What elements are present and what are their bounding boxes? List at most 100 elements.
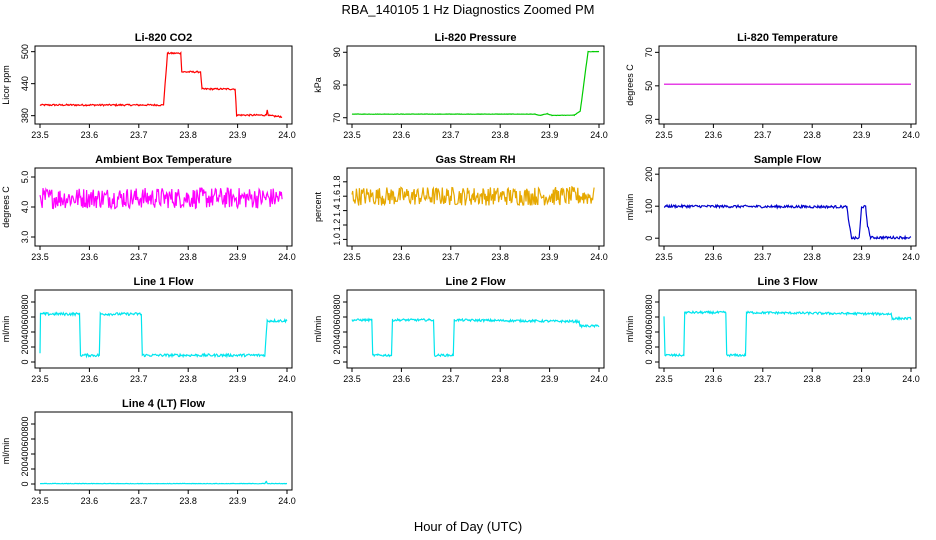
x-tick-label: 24.0 (902, 252, 920, 262)
chart-panel-7: Line 1 Flow 23.5 23.6 23.7 23.8 23.9 24.0 0 2004… (1, 276, 296, 384)
x-tick-label: 23.6 (705, 130, 723, 140)
y-tick-label: 90 (332, 47, 342, 57)
x-tick-label: 23.8 (491, 252, 509, 262)
x-tick-label: 23.8 (491, 130, 509, 140)
x-tick-label: 23.7 (442, 130, 460, 140)
plot-frame (346, 45, 605, 125)
chart-panel-8: Line 2 Flow 23.5 23.6 23.7 23.8 23.9 24.0 0 2004… (313, 276, 608, 384)
y-tick-label: 1.2 (332, 219, 342, 232)
y-tick-label: 3.0 (20, 231, 30, 244)
x-tick-label: 24.0 (902, 130, 920, 140)
x-tick-label: 23.6 (393, 130, 411, 140)
chart-panel-1: Li-820 CO2 23.5 23.6 23.7 23.8 23.9 24.0 380 440… (1, 32, 296, 140)
y-axis-label: percent (313, 191, 323, 222)
x-tick-label: 23.5 (343, 130, 361, 140)
x-tick-label: 24.0 (278, 496, 296, 506)
y-axis-label: degrees C (1, 186, 11, 228)
y-tick-label: 4.0 (20, 201, 30, 214)
y-axis-label: kPa (313, 77, 323, 93)
chart-title: Ambient Box Temperature (95, 154, 232, 166)
y-axis-label: ml/min (313, 316, 323, 343)
x-tick-label: 24.0 (278, 252, 296, 262)
x-tick-label: 23.5 (655, 130, 673, 140)
y-tick-label: 0 (644, 236, 654, 241)
y-tick-label: 800 (332, 294, 342, 309)
chart-panel-3: Li-820 Temperature 23.5 23.6 23.7 23.8 23.9 24… (625, 32, 920, 140)
x-tick-label: 23.6 (393, 252, 411, 262)
plot-frame (658, 289, 917, 369)
y-axis-label: ml/min (625, 194, 635, 221)
chart-title: Line 4 (LT) Flow (122, 398, 205, 410)
figure-title: RBA_140105 1 Hz Diagnostics Zoomed PM (342, 2, 595, 17)
y-axis-label: ml/min (625, 316, 635, 343)
y-tick-label: 0 (20, 481, 30, 486)
x-tick-label: 24.0 (278, 130, 296, 140)
chart-title: Li-820 CO2 (135, 32, 192, 44)
x-tick-label: 23.6 (81, 130, 99, 140)
x-tick-label: 24.0 (902, 374, 920, 384)
y-tick-label: 200 (20, 339, 30, 354)
plot-frame (34, 167, 293, 247)
x-tick-label: 23.7 (130, 252, 148, 262)
y-tick-label: 200 (644, 167, 654, 182)
series-line (351, 317, 600, 358)
x-tick-label: 23.9 (229, 252, 247, 262)
chart-panel-4: Ambient Box Temperature 23.5 23.6 23.7 23.8 2… (1, 154, 296, 262)
x-tick-label: 23.8 (179, 130, 197, 140)
y-tick-label: 400 (20, 446, 30, 461)
plot-frame (346, 289, 605, 369)
y-tick-label: 400 (644, 324, 654, 339)
series-line (663, 203, 912, 241)
y-tick-label: 0 (644, 359, 654, 364)
x-tick-label: 23.8 (179, 374, 197, 384)
series-line (39, 311, 288, 359)
x-tick-label: 23.9 (541, 374, 559, 384)
series-line (351, 50, 600, 117)
y-tick-label: 100 (644, 199, 654, 214)
x-tick-label: 23.9 (853, 130, 871, 140)
y-tick-label: 1.6 (332, 190, 342, 203)
x-tick-label: 23.9 (541, 252, 559, 262)
x-tick-label: 23.9 (229, 130, 247, 140)
x-tick-label: 23.6 (705, 374, 723, 384)
plot-frame (34, 411, 293, 491)
x-tick-label: 24.0 (590, 252, 608, 262)
x-tick-label: 24.0 (590, 130, 608, 140)
x-tick-label: 23.7 (442, 252, 460, 262)
y-tick-label: 600 (332, 309, 342, 324)
series-line (39, 187, 283, 210)
series-line (351, 185, 595, 207)
chart-panel-2: Li-820 Pressure 23.5 23.6 23.7 23.8 23.9 24.0 7… (313, 32, 608, 140)
y-tick-label: 600 (644, 309, 654, 324)
x-tick-label: 23.5 (31, 130, 49, 140)
y-tick-label: 80 (332, 80, 342, 90)
x-tick-label: 23.5 (343, 374, 361, 384)
chart-panel-6: Sample Flow 23.5 23.6 23.7 23.8 23.9 24.0 0 100 2… (625, 154, 920, 262)
x-tick-label: 23.5 (31, 374, 49, 384)
x-tick-label: 23.8 (803, 252, 821, 262)
x-tick-label: 23.8 (803, 374, 821, 384)
x-tick-label: 23.7 (754, 130, 772, 140)
x-tick-label: 23.5 (31, 252, 49, 262)
y-tick-label: 0 (332, 359, 342, 364)
chart-title: Sample Flow (754, 154, 822, 166)
x-tick-label: 23.5 (655, 252, 673, 262)
chart-panel-9: Line 3 Flow 23.5 23.6 23.7 23.8 23.9 24.0 0 2004… (625, 276, 920, 384)
plot-frame (658, 45, 917, 125)
x-tick-label: 23.6 (705, 252, 723, 262)
y-tick-label: 1.4 (332, 204, 342, 217)
x-tick-label: 23.7 (130, 374, 148, 384)
series-line (39, 480, 288, 485)
x-tick-label: 23.6 (81, 374, 99, 384)
x-tick-label: 23.7 (130, 496, 148, 506)
x-tick-label: 24.0 (278, 374, 296, 384)
x-tick-label: 23.9 (229, 496, 247, 506)
y-tick-label: 200 (644, 339, 654, 354)
x-tick-label: 23.8 (179, 496, 197, 506)
y-tick-label: 200 (20, 461, 30, 476)
y-tick-label: 800 (644, 294, 654, 309)
y-tick-label: 0 (20, 359, 30, 364)
x-tick-label: 23.8 (803, 130, 821, 140)
y-tick-label: 800 (20, 294, 30, 309)
x-tick-label: 23.5 (31, 496, 49, 506)
